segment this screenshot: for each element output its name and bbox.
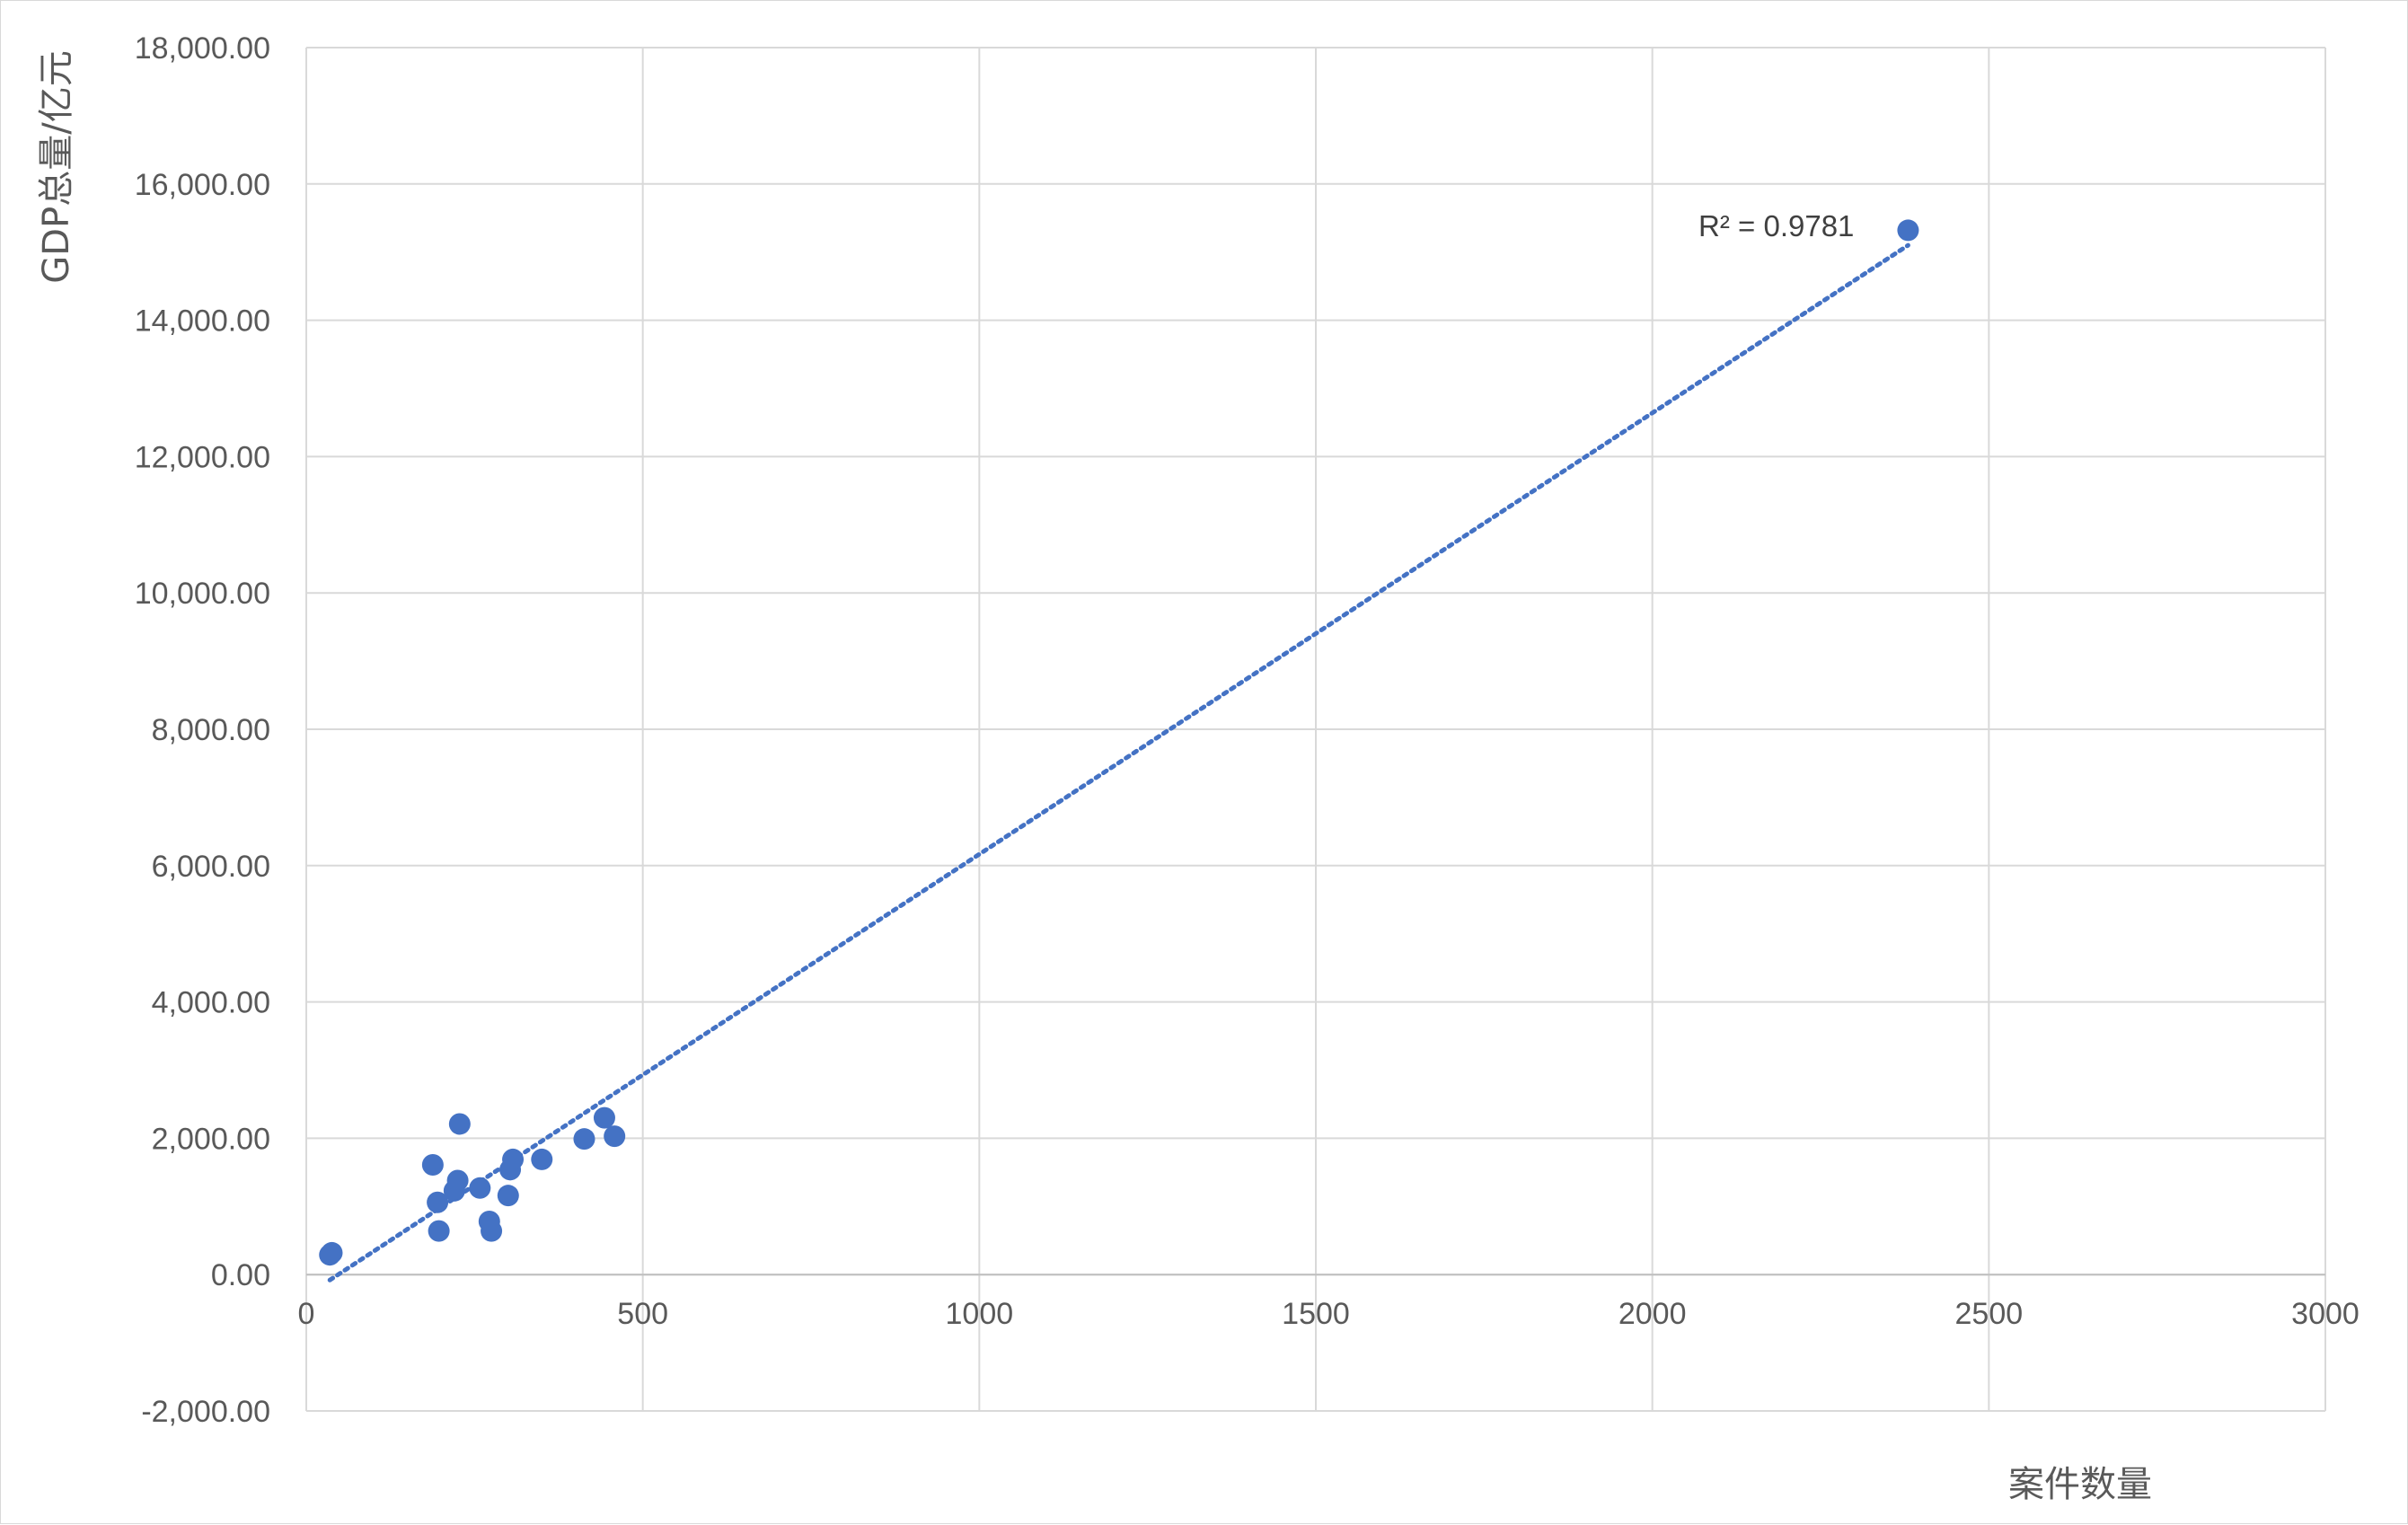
x-tick-label: 3000 <box>2291 1297 2359 1331</box>
data-point <box>573 1128 595 1150</box>
y-tick-label: 0.00 <box>211 1258 270 1292</box>
data-point <box>1897 219 1919 242</box>
data-point <box>497 1185 519 1207</box>
x-tick-label: 500 <box>617 1297 668 1331</box>
y-tick-label: 10,000.00 <box>135 577 270 611</box>
y-tick-label: 6,000.00 <box>152 850 270 884</box>
x-axis-tick-labels: 0 500 1000 1500 2000 2500 3000 <box>298 1297 2359 1331</box>
x-tick-label: 1500 <box>1282 1297 1350 1331</box>
data-point <box>421 1154 444 1177</box>
y-axis-tick-labels: -2,000.00 0.00 2,000.00 4,000.00 6,000.00 8,0… <box>135 31 270 1429</box>
data-point <box>446 1169 469 1192</box>
x-tick-label: 0 <box>298 1297 315 1331</box>
data-point <box>502 1148 525 1170</box>
y-tick-label: 16,000.00 <box>135 168 270 202</box>
y-tick-label: 18,000.00 <box>135 31 270 66</box>
data-point <box>481 1220 503 1242</box>
x-tick-label: 2000 <box>1619 1297 1687 1331</box>
data-point <box>593 1106 615 1129</box>
y-tick-label: 12,000.00 <box>135 440 270 474</box>
gridlines <box>305 47 2326 1412</box>
y-axis-title: GDP总量/亿元 <box>36 50 77 283</box>
data-point <box>531 1148 553 1170</box>
data-point <box>428 1220 450 1242</box>
x-tick-label: 2500 <box>1955 1297 2024 1331</box>
y-tick-label: -2,000.00 <box>141 1395 270 1429</box>
y-tick-label: 8,000.00 <box>152 713 270 747</box>
data-point <box>469 1177 491 1199</box>
data-point <box>448 1113 471 1135</box>
y-tick-label: 14,000.00 <box>135 304 270 339</box>
data-point <box>321 1241 343 1264</box>
data-point <box>604 1125 626 1148</box>
r-squared-label: R² = 0.9781 <box>1698 209 1854 242</box>
y-tick-label: 4,000.00 <box>152 986 270 1020</box>
trendline <box>327 242 1910 1283</box>
x-axis-title: 案件数量 <box>2008 1464 2152 1505</box>
x-tick-label: 1000 <box>946 1297 1014 1331</box>
data-point <box>427 1191 449 1213</box>
y-tick-label: 2,000.00 <box>152 1122 270 1156</box>
data-points <box>319 219 1919 1266</box>
